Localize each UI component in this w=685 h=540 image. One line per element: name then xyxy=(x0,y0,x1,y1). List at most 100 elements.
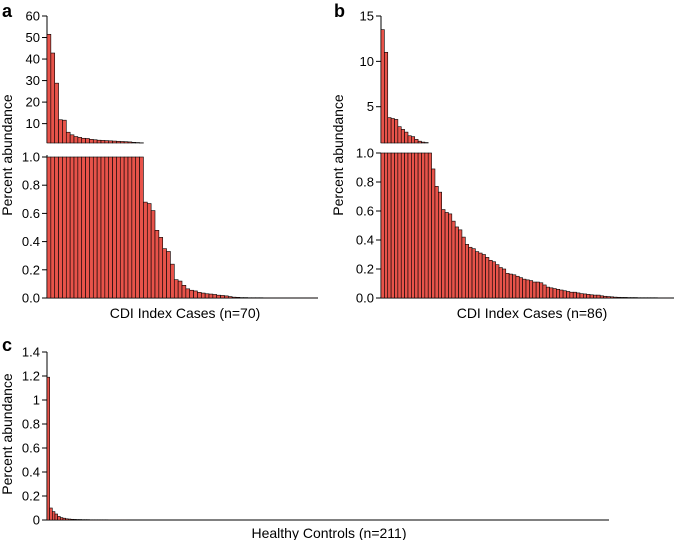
panel-a-bar-28 xyxy=(154,230,160,299)
panel-b-bar-upper-2 xyxy=(387,117,392,144)
panel-b-upper-tick-label-1: 10 xyxy=(360,54,374,69)
panel-b-bar-61 xyxy=(586,294,591,299)
panel-a-bar-upper-13 xyxy=(96,139,102,144)
panel-a-lower-tick-label-0: 0.0 xyxy=(22,291,40,306)
panel-a-bar-33 xyxy=(173,279,179,299)
panel-b-bar-45 xyxy=(532,281,537,299)
panel-c-bar-4 xyxy=(57,516,61,521)
panel-a-lower-tick-label-3: 0.6 xyxy=(22,206,40,221)
panel-a-bar-46 xyxy=(224,295,229,299)
panel-b-bar-70 xyxy=(616,296,621,299)
panel-c-tick-label-6: 1.2 xyxy=(22,369,40,384)
panel-b-bar-upper-12 xyxy=(421,141,426,144)
panel-b-bar-44 xyxy=(529,280,534,299)
panel-a-bar-39 xyxy=(197,292,202,299)
panel-b-bar-31 xyxy=(485,257,490,299)
panel-c-ylabel: Percent abundance xyxy=(0,373,15,495)
panel-a-bar-upper-19 xyxy=(119,141,125,144)
panel-a-bar-upper-7 xyxy=(73,136,79,144)
panel-a-bar-3 xyxy=(58,156,63,299)
panel-c-bar-3 xyxy=(54,513,58,521)
panel-b-bar-27 xyxy=(471,248,476,299)
panel-a-bar-upper-2 xyxy=(54,82,59,144)
panel-b-bar-15 xyxy=(431,168,436,299)
panel-b-bar-30 xyxy=(481,254,486,299)
panel-b-bar-upper-3 xyxy=(390,118,395,144)
panel-b-bar-4 xyxy=(394,152,399,299)
panel-b-bar-18 xyxy=(441,209,446,299)
panel-b-bar-38 xyxy=(508,273,513,299)
panel-b-bar-50 xyxy=(549,287,554,299)
panel-b-bar-upper-11 xyxy=(417,140,422,144)
panel-a-bar-34 xyxy=(177,280,183,299)
panel-a-bar-43 xyxy=(212,294,218,299)
panel-b-bar-7 xyxy=(404,152,409,299)
panel-b-letter: b xyxy=(334,1,345,21)
panel-a-bar-41 xyxy=(204,293,210,299)
panel-a-bar-35 xyxy=(181,285,187,299)
panel-b-bar-49 xyxy=(545,286,550,299)
panel-c-tick-label-0: 0 xyxy=(33,513,40,528)
panel-a-upper-tick-label-2: 30 xyxy=(26,73,40,88)
panel-b-bar-69 xyxy=(613,296,618,299)
panel-b-upper-tick-label-2: 15 xyxy=(360,9,374,24)
panel-a-bar-0 xyxy=(46,156,52,299)
panel-a-bar-1 xyxy=(50,156,56,299)
panel-b-bar-upper-4 xyxy=(394,119,399,144)
panel-b-bar-62 xyxy=(589,294,594,299)
panel-a-bar-upper-21 xyxy=(127,141,133,144)
panel-a-bar-21 xyxy=(127,156,133,299)
panel-c-tick-label-7: 1.4 xyxy=(22,345,40,360)
panel-b-bar-72 xyxy=(623,297,628,299)
panel-a-bar-upper-16 xyxy=(108,140,113,144)
panel-b-bar-48 xyxy=(542,284,547,299)
panel-a-bar-upper-8 xyxy=(77,137,83,144)
panel-a-ylabel: Percent abundance xyxy=(0,94,15,216)
panel-a-bar-7 xyxy=(73,156,79,299)
panel-c-bar-1 xyxy=(49,507,53,521)
panel-a-bar-23 xyxy=(135,156,140,299)
panel-a-upper-tick-label-5: 60 xyxy=(26,9,40,24)
panel-b-bar-63 xyxy=(593,294,598,299)
panel-b-lower-tick-label-0: 0.0 xyxy=(356,291,374,306)
panel-a-bar-31 xyxy=(166,251,171,299)
panel-b-bar-37 xyxy=(505,273,510,299)
panel-a-bar-upper-11 xyxy=(89,139,94,144)
panel-b-bar-60 xyxy=(583,293,587,299)
panel-c-tick-label-4: 0.8 xyxy=(22,417,40,432)
panel-b-bar-12 xyxy=(421,152,426,299)
panel-a-bar-15 xyxy=(104,156,110,299)
panel-b-bar-47 xyxy=(539,282,544,299)
panel-a-lower-tick-label-4: 0.8 xyxy=(22,178,40,193)
panel-a-bar-upper-22 xyxy=(131,142,137,144)
panel-c-bar-2 xyxy=(52,511,56,521)
panel-c-ticks: 0 0.2 0.4 0.6 0.8 1 1.2 1.4 xyxy=(22,345,47,528)
panel-a-lower-ticks: 0.0 0.2 0.4 0.6 0.8 1.0 xyxy=(22,150,47,306)
panel-b-bar-22 xyxy=(454,226,459,299)
panel-b-bar-5 xyxy=(397,152,402,299)
panel-b-bar-13 xyxy=(424,152,429,299)
panel-a-letter: a xyxy=(2,1,13,21)
panel-a-bar-36 xyxy=(185,288,191,299)
panel-a-bar-6 xyxy=(69,156,75,299)
panel-b-bar-56 xyxy=(569,291,574,299)
panel-a-bar-upper-10 xyxy=(85,138,90,144)
panel-b-bar-51 xyxy=(552,288,557,299)
panel-c-xlabel: Healthy Controls (n=211) xyxy=(252,525,407,540)
panel-b-bar-14 xyxy=(427,152,432,299)
panel-a-bar-24 xyxy=(139,156,144,299)
panel-b-bar-21 xyxy=(451,220,456,299)
panel-a-bar-4 xyxy=(62,156,67,299)
panel-b-bar-64 xyxy=(596,294,601,299)
panel-c-bar-7 xyxy=(65,518,69,521)
panel-a-bar-45 xyxy=(220,295,225,299)
panel-b-lower-tick-label-2: 0.4 xyxy=(356,233,374,248)
panel-b-bar-19 xyxy=(444,212,449,299)
panel-b-bar-29 xyxy=(478,252,483,299)
panel-b-bar-68 xyxy=(610,296,614,299)
panel-b-bar-20 xyxy=(448,213,453,299)
panel-b-bar-65 xyxy=(599,295,604,299)
panel-b-bar-26 xyxy=(468,246,473,299)
panel-a-bar-22 xyxy=(131,156,137,299)
